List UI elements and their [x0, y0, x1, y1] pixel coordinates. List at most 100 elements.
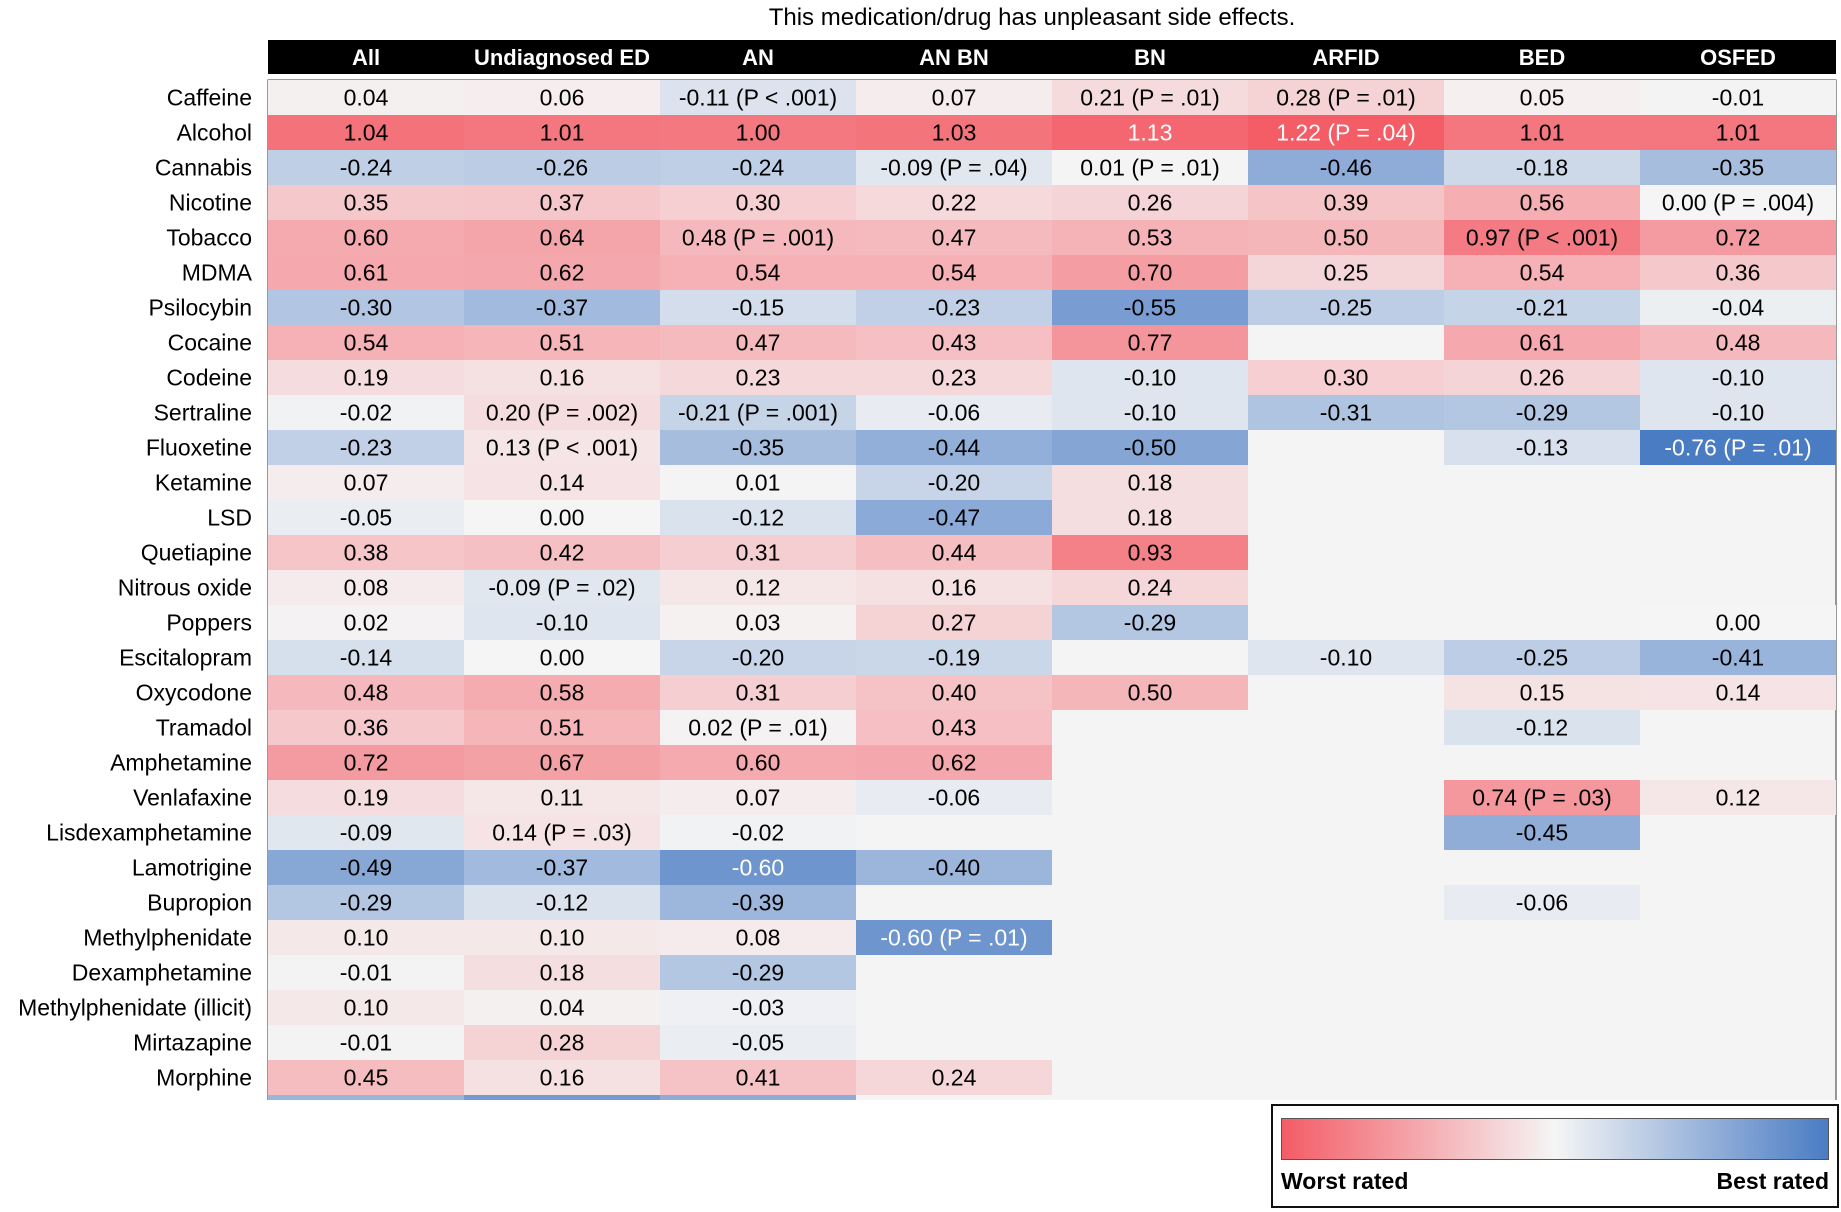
heatmap-cell: [1444, 325, 1640, 360]
cell-value-label: 0.47: [932, 225, 977, 251]
heatmap-cell: [1052, 675, 1248, 710]
cell-value-label: -0.21: [1516, 295, 1568, 321]
heatmap-cell: [464, 570, 660, 605]
heatmap-cell: [464, 500, 660, 535]
heatmap-cell: [1248, 220, 1444, 255]
heatmap-cell: [660, 535, 856, 570]
cell-value-label: 0.58: [540, 680, 585, 706]
cell-value-label: -0.30: [340, 295, 392, 321]
cell-value-label: 1.01: [540, 120, 585, 146]
column-header: All: [352, 45, 380, 70]
row-label: Nicotine: [169, 190, 252, 216]
heatmap-cell: [660, 115, 856, 150]
row-label: Ketamine: [155, 470, 252, 496]
heatmap-cell: [268, 1095, 464, 1100]
heatmap-cell: [660, 605, 856, 640]
cell-value-label: 0.21 (P = .01): [1080, 85, 1220, 111]
heatmap-cell: [268, 745, 464, 780]
heatmap-cell: [1640, 80, 1836, 115]
heatmap-cell: [464, 885, 660, 920]
cell-value-label: -0.13: [1516, 435, 1568, 461]
heatmap-cell: [856, 605, 1052, 640]
cell-value-label: 0.39: [1324, 190, 1369, 216]
cell-value-label: 0.04: [344, 85, 389, 111]
heatmap-cell: [268, 185, 464, 220]
cell-value-label: 0.61: [1520, 330, 1565, 356]
heatmap-cell: [268, 430, 464, 465]
heatmap-cell: [268, 675, 464, 710]
heatmap-cell: [268, 710, 464, 745]
heatmap-cell: [856, 80, 1052, 115]
heatmap-cell: [1640, 360, 1836, 395]
heatmap-cell: [1052, 80, 1248, 115]
heatmap-cell: [1052, 290, 1248, 325]
heatmap-cell: [464, 395, 660, 430]
heatmap-cell: [1640, 605, 1836, 640]
heatmap-cell: [660, 1095, 856, 1100]
cell-value-label: 0.30: [1324, 365, 1369, 391]
cell-value-label: 0.43: [932, 715, 977, 741]
heatmap-cell: [1444, 640, 1640, 675]
heatmap-cell: [464, 780, 660, 815]
cell-value-label: 1.22 (P = .04): [1276, 120, 1416, 146]
cell-value-label: -0.12: [732, 505, 784, 531]
cell-value-label: 0.08: [736, 925, 781, 951]
cell-value-label: 0.62: [932, 750, 977, 776]
heatmap-cell: [268, 1060, 464, 1095]
cell-value-label: 0.18: [1128, 505, 1173, 531]
heatmap-cell: [1444, 220, 1640, 255]
heatmap-cell: [464, 920, 660, 955]
heatmap-cell: [856, 710, 1052, 745]
heatmap-cell: [464, 710, 660, 745]
row-label: Nitrous oxide: [118, 575, 252, 601]
cell-value-label: -0.11 (P < .001): [679, 85, 837, 111]
cell-value-label: 0.10: [540, 925, 585, 951]
cell-value-label: 0.40: [932, 680, 977, 706]
cell-value-label: 0.16: [540, 1065, 585, 1091]
cell-value-label: -0.55: [1124, 295, 1176, 321]
cell-value-label: -0.40: [340, 1100, 392, 1101]
heatmap-cell: [660, 710, 856, 745]
cell-value-label: -0.06: [1516, 890, 1568, 916]
column-header: OSFED: [1700, 45, 1776, 70]
cell-value-label: 0.07: [736, 785, 781, 811]
heatmap-cell: [464, 1060, 660, 1095]
heatmap-cell: [660, 465, 856, 500]
cell-value-label: 0.16: [540, 365, 585, 391]
heatmap-cell: [856, 185, 1052, 220]
heatmap-cell: [856, 850, 1052, 885]
cell-value-label: -0.06: [928, 400, 980, 426]
row-label: Methylphenidate: [83, 925, 252, 951]
row-label: Amphetamine: [110, 750, 252, 776]
cell-value-label: -0.35: [1712, 155, 1764, 181]
cell-value-label: 0.08: [344, 575, 389, 601]
heatmap-cell: [856, 500, 1052, 535]
cell-value-label: -0.35: [732, 435, 784, 461]
row-label: Escitalopram: [119, 645, 252, 671]
cell-value-label: 0.03: [736, 610, 781, 636]
cell-value-label: 0.23: [932, 365, 977, 391]
heatmap-cell: [660, 150, 856, 185]
cell-value-label: -0.26: [536, 155, 588, 181]
cell-value-label: 0.24: [932, 1065, 977, 1091]
heatmap-cell: [1444, 395, 1640, 430]
row-label: Mirtazapine: [133, 1030, 252, 1056]
cell-value-label: 0.15: [1520, 680, 1565, 706]
cell-value-label: 0.64: [540, 225, 585, 251]
row-label: Poppers: [166, 610, 252, 636]
heatmap-cell: [1444, 710, 1640, 745]
cell-value-label: 0.00 (P = .004): [1662, 190, 1814, 216]
cell-value-label: 0.19: [344, 785, 389, 811]
heatmap-cell: [660, 640, 856, 675]
heatmap-cell: [1444, 80, 1640, 115]
heatmap-cell: [660, 990, 856, 1025]
heatmap-cell: [856, 255, 1052, 290]
cell-value-label: 0.70: [1128, 260, 1173, 286]
heatmap-cell: [1444, 150, 1640, 185]
heatmap-cell: [464, 325, 660, 360]
cell-value-label: -0.57: [536, 1100, 588, 1101]
cell-value-label: -0.47: [928, 505, 980, 531]
row-label: Dexamphetamine: [72, 960, 252, 986]
heatmap-cell: [1444, 675, 1640, 710]
heatmap-cell: [1052, 360, 1248, 395]
